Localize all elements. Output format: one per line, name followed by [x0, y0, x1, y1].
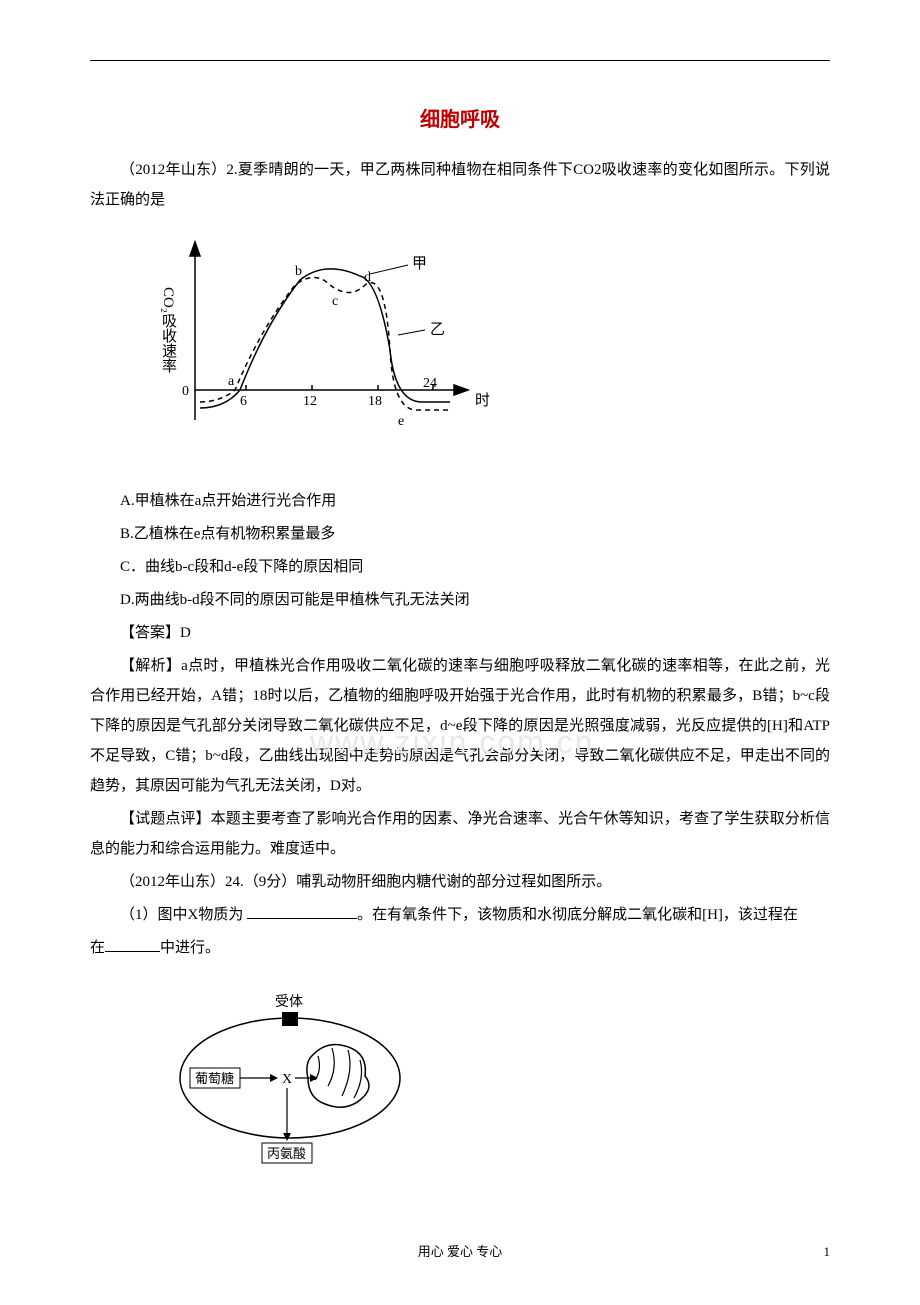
page-title: 细胞呼吸	[90, 100, 830, 140]
point-e: e	[398, 414, 404, 429]
point-c: c	[332, 294, 338, 309]
x-label: X	[282, 1072, 292, 1087]
tick-12: 12	[303, 394, 317, 409]
x-axis-label: 时	[475, 392, 490, 409]
curve-jia	[200, 269, 450, 408]
q2-1c-pre: 在	[90, 940, 105, 956]
zero-label: 0	[182, 384, 189, 399]
option-d: D.两曲线b-d段不同的原因可能是甲植株气孔无法关闭	[90, 585, 830, 615]
option-b: B.乙植株在e点有机物积累量最多	[90, 519, 830, 549]
answer: 【答案】D	[90, 618, 830, 648]
tick-6: 6	[240, 394, 247, 409]
mitochondrion-icon	[307, 1045, 369, 1108]
alanine-label: 丙氨酸	[267, 1146, 306, 1161]
glucose-label: 葡萄糖	[195, 1071, 234, 1086]
point-d: d	[364, 270, 371, 285]
point-b: b	[295, 264, 302, 279]
diagram-cell: 受体 葡萄糖 X 丙氨酸	[160, 978, 830, 1189]
analysis-label: 【解析】	[120, 658, 181, 674]
footer-text: 用心 爱心 专心	[418, 1244, 503, 1259]
tick-18: 18	[368, 394, 382, 409]
blank-2	[105, 951, 160, 952]
review-label: 【试题点评】	[120, 811, 211, 827]
q2-part1: （1）图中X物质为 。在有氧条件下，该物质和水彻底分解成二氧化碳和[H]，该过程…	[90, 900, 830, 930]
footer: 用心 爱心 专心 1	[90, 1239, 830, 1265]
legend-jia: 甲	[412, 256, 427, 272]
cristae-icon	[315, 1048, 362, 1098]
option-c: C．曲线b-c段和d-e段下降的原因相同	[90, 552, 830, 582]
analysis-body: a点时，甲植株光合作用吸收二氧化碳的速率与细胞呼吸释放二氧化碳的速率相等，在此之…	[90, 658, 830, 794]
intro-text: （2012年山东）2.夏季晴朗的一天，甲乙两株同种植物在相同条件下CO2吸收速率…	[90, 155, 830, 215]
receptor-icon	[282, 1012, 298, 1026]
q2-1b: 。在有氧条件下，该物质和水彻底分解成二氧化碳和[H]，该过程在	[357, 907, 798, 923]
chart-co2: CO₂吸收速率 时 0 6 12 18 24 a b c d e 甲 乙	[140, 230, 830, 471]
tick-24: 24	[423, 376, 437, 391]
option-a: A.甲植株在a点开始进行光合作用	[90, 486, 830, 516]
q2-1a: （1）图中X物质为	[120, 907, 247, 923]
q2-1c: 中进行。	[160, 940, 220, 956]
page-number: 1	[824, 1239, 831, 1265]
review: 【试题点评】本题主要考查了影响光合作用的因素、净光合速率、光合午休等知识，考查了…	[90, 804, 830, 864]
analysis: 【解析】a点时，甲植株光合作用吸收二氧化碳的速率与细胞呼吸释放二氧化碳的速率相等…	[90, 651, 830, 801]
point-a: a	[228, 374, 235, 389]
legend-yi: 乙	[430, 322, 445, 338]
blank-1	[247, 918, 357, 919]
q2-stem: （2012年山东）24.（9分）哺乳动物肝细胞内糖代谢的部分过程如图所示。	[90, 867, 830, 897]
top-rule	[90, 60, 830, 61]
y-axis-label: CO₂吸收速率	[160, 287, 177, 373]
receptor-label: 受体	[275, 994, 303, 1010]
q2-part1-line2: 在 中进行。	[90, 933, 830, 963]
